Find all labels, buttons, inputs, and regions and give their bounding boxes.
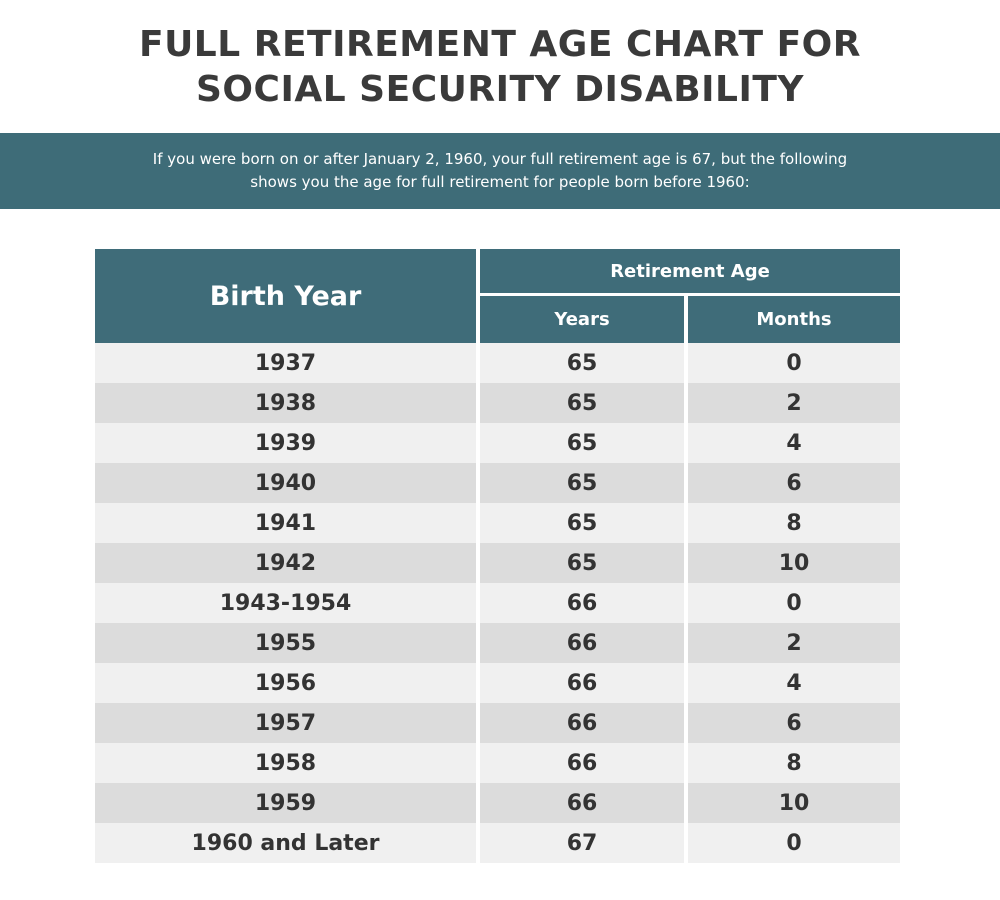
table-row: 1959 66 10: [95, 783, 900, 823]
table-row: 1960 and Later 67 0: [95, 823, 900, 863]
cell-years: 65: [480, 543, 688, 583]
cell-birth-year: 1956: [95, 663, 480, 703]
cell-birth-year: 1959: [95, 783, 480, 823]
cell-birth-year: 1937: [95, 343, 480, 383]
table-row: 1957 66 6: [95, 703, 900, 743]
cell-months: 0: [688, 343, 900, 383]
cell-years: 66: [480, 703, 688, 743]
cell-years: 67: [480, 823, 688, 863]
table-row: 1937 65 0: [95, 343, 900, 383]
cell-months: 4: [688, 663, 900, 703]
cell-birth-year: 1939: [95, 423, 480, 463]
page-title: FULL RETIREMENT AGE CHART FOR SOCIAL SEC…: [0, 0, 1000, 111]
header-months: Months: [688, 296, 900, 343]
cell-months: 8: [688, 503, 900, 543]
header-birth-year: Birth Year: [95, 249, 480, 343]
cell-months: 0: [688, 823, 900, 863]
cell-birth-year: 1938: [95, 383, 480, 423]
header-retirement-age: Retirement Age: [480, 249, 900, 296]
cell-birth-year: 1957: [95, 703, 480, 743]
cell-months: 2: [688, 623, 900, 663]
header-years: Years: [480, 296, 688, 343]
cell-birth-year: 1942: [95, 543, 480, 583]
table-row: 1941 65 8: [95, 503, 900, 543]
cell-years: 65: [480, 343, 688, 383]
cell-months: 6: [688, 703, 900, 743]
cell-birth-year: 1940: [95, 463, 480, 503]
table-row: 1958 66 8: [95, 743, 900, 783]
table-row: 1955 66 2: [95, 623, 900, 663]
table-row: 1943-1954 66 0: [95, 583, 900, 623]
title-line-2: SOCIAL SECURITY DISABILITY: [196, 69, 804, 110]
cell-months: 10: [688, 543, 900, 583]
cell-birth-year: 1958: [95, 743, 480, 783]
banner-line-2: shows you the age for full retirement fo…: [250, 173, 750, 191]
cell-years: 66: [480, 743, 688, 783]
cell-birth-year: 1943-1954: [95, 583, 480, 623]
cell-birth-year: 1960 and Later: [95, 823, 480, 863]
banner-line-1: If you were born on or after January 2, …: [152, 150, 848, 168]
cell-birth-year: 1941: [95, 503, 480, 543]
table-row: 1940 65 6: [95, 463, 900, 503]
cell-years: 66: [480, 623, 688, 663]
retirement-age-table: Birth Year Retirement Age Years Months 1…: [95, 249, 900, 863]
cell-months: 6: [688, 463, 900, 503]
cell-birth-year: 1955: [95, 623, 480, 663]
table-row: 1939 65 4: [95, 423, 900, 463]
cell-months: 8: [688, 743, 900, 783]
cell-months: 0: [688, 583, 900, 623]
cell-years: 66: [480, 583, 688, 623]
table-row: 1938 65 2: [95, 383, 900, 423]
cell-months: 10: [688, 783, 900, 823]
cell-years: 65: [480, 503, 688, 543]
cell-years: 66: [480, 783, 688, 823]
table-row: 1956 66 4: [95, 663, 900, 703]
cell-years: 65: [480, 423, 688, 463]
cell-years: 66: [480, 663, 688, 703]
cell-months: 4: [688, 423, 900, 463]
table-row: 1942 65 10: [95, 543, 900, 583]
cell-years: 65: [480, 383, 688, 423]
title-line-1: FULL RETIREMENT AGE CHART FOR: [138, 24, 861, 65]
cell-years: 65: [480, 463, 688, 503]
intro-banner: If you were born on or after January 2, …: [0, 133, 1000, 209]
cell-months: 2: [688, 383, 900, 423]
